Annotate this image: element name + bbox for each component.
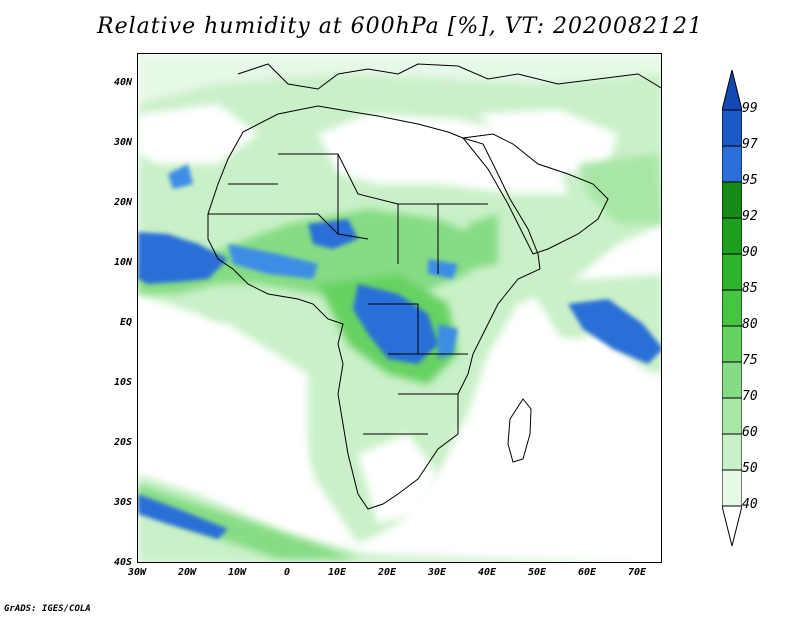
lon-label-10e: 10E	[327, 567, 347, 578]
lon-label-70e: 70E	[627, 567, 647, 578]
colorbar-label-60: 60	[742, 425, 758, 440]
colorbar-top-arrow	[722, 70, 742, 111]
colorbar-swatch-92-95	[722, 181, 742, 219]
colorbar-label-50: 50	[742, 461, 758, 476]
lat-label-30n: 30N	[113, 137, 132, 148]
lon-label-20e: 20E	[377, 567, 397, 578]
colorbar-label-85: 85	[742, 281, 758, 296]
colorbar-bottom-arrow	[722, 505, 742, 547]
lon-label-0: 0	[283, 567, 291, 578]
map-title: Relative humidity at 600hPa [%], VT: 202…	[97, 14, 703, 39]
lon-label-10w: 10W	[227, 567, 247, 578]
colorbar-label-40: 40	[742, 497, 758, 512]
lat-label-40s: 40S	[113, 557, 132, 568]
footer-credit: GrADS: IGES/COLA	[4, 604, 91, 614]
colorbar-label-80: 80	[742, 317, 758, 332]
colorbar-label-99: 99	[742, 101, 758, 116]
colorbar-label-97: 97	[742, 137, 758, 152]
lon-label-20w: 20W	[177, 567, 197, 578]
humidity-map	[137, 53, 662, 563]
lon-label-30w: 30W	[127, 567, 147, 578]
colorbar	[722, 70, 742, 547]
colorbar-swatch-97-99	[722, 109, 742, 147]
colorbar-swatch-60-70	[722, 397, 742, 435]
rh-field-saturated	[138, 164, 661, 539]
colorbar-swatch-75-80	[722, 325, 742, 363]
lon-label-50e: 50E	[527, 567, 547, 578]
colorbar-swatch-50-60	[722, 433, 742, 471]
colorbar-label-70: 70	[742, 389, 758, 404]
lat-label-10n: 10N	[113, 257, 132, 268]
lon-label-60e: 60E	[577, 567, 597, 578]
colorbar-label-92: 92	[742, 209, 758, 224]
lat-label-10s: 10S	[113, 377, 132, 388]
colorbar-swatch-85-90	[722, 253, 742, 291]
colorbar-swatch-80-85	[722, 289, 742, 327]
lon-label-30e: 30E	[427, 567, 447, 578]
colorbar-label-75: 75	[742, 353, 758, 368]
colorbar-swatch-70-75	[722, 361, 742, 399]
colorbar-swatch-95-97	[722, 145, 742, 183]
colorbar-label-90: 90	[742, 245, 758, 260]
rh-field-dry	[138, 104, 661, 524]
lat-label-40n: 40N	[113, 77, 132, 88]
colorbar-swatch-90-92	[722, 217, 742, 255]
humidity-field	[138, 54, 661, 562]
lat-label-20s: 20S	[113, 437, 132, 448]
lat-label-30s: 30S	[113, 497, 132, 508]
lon-label-40e: 40E	[477, 567, 497, 578]
lat-label-eq: EQ	[119, 317, 132, 328]
colorbar-label-95: 95	[742, 173, 758, 188]
lat-label-20n: 20N	[113, 197, 132, 208]
colorbar-swatch-40-50	[722, 469, 742, 507]
coastlines	[207, 63, 661, 510]
